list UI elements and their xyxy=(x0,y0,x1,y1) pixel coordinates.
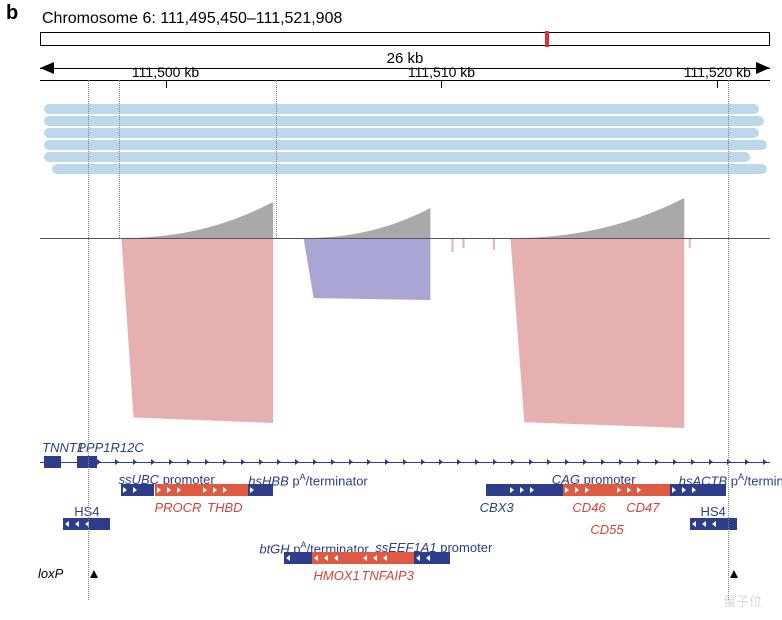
gene-annotation-track: TNNT1PPP1R12CssUBC promoterhsHBB pA/term… xyxy=(0,0,782,620)
gene-feature-block xyxy=(361,552,413,564)
direction-chevrons xyxy=(361,552,413,564)
direction-chevrons xyxy=(563,484,615,496)
gene-feature-block xyxy=(508,484,563,496)
gene-label: THBD xyxy=(207,500,242,515)
gene-label: CD55 xyxy=(590,522,623,537)
gene-feature-block xyxy=(563,484,615,496)
region-guide-line xyxy=(88,80,89,600)
gene-feature-block xyxy=(121,484,154,496)
gene-feature-block xyxy=(155,484,202,496)
gene-feature-block xyxy=(44,456,61,468)
region-guide-line xyxy=(276,80,277,238)
gene-feature-block xyxy=(615,484,670,496)
direction-chevrons xyxy=(670,484,725,496)
gene-feature-block xyxy=(414,552,450,564)
loxp-triangle xyxy=(730,570,738,578)
direction-chevrons xyxy=(155,484,202,496)
gene-label: HS4 xyxy=(701,504,726,519)
direction-chevrons xyxy=(508,484,563,496)
gene-label: CBX3 xyxy=(480,500,514,515)
gene-feature-block xyxy=(284,552,312,564)
gene-label: TNFAIP3 xyxy=(361,568,414,583)
direction-chevrons xyxy=(121,484,154,496)
direction-chevrons xyxy=(201,484,248,496)
gene-feature-block xyxy=(312,552,362,564)
region-guide-line xyxy=(728,80,729,600)
gene-feature-block xyxy=(201,484,248,496)
direction-chevrons xyxy=(312,552,362,564)
direction-chevrons xyxy=(615,484,670,496)
gene-feature-block xyxy=(690,518,737,530)
region-guide-line xyxy=(119,80,120,238)
axis-direction-chevrons xyxy=(97,459,767,465)
gene-label: HS4 xyxy=(74,504,99,519)
direction-chevrons xyxy=(284,552,312,564)
gene-feature-block xyxy=(248,484,273,496)
gene-label: PPP1R12C xyxy=(77,440,143,455)
direction-chevrons xyxy=(690,518,737,530)
gene-label: CD47 xyxy=(626,500,659,515)
direction-chevrons xyxy=(63,518,110,530)
loxp-triangle xyxy=(90,570,98,578)
direction-chevrons xyxy=(414,552,450,564)
gene-label: CD46 xyxy=(572,500,605,515)
direction-chevrons xyxy=(248,484,273,496)
gene-feature-block xyxy=(486,484,508,496)
gene-label: PROCR xyxy=(154,500,201,515)
gene-label: HMOX1 xyxy=(313,568,359,583)
gene-feature-block xyxy=(63,518,110,530)
gene-feature-block xyxy=(77,456,96,468)
loxp-label: loxP xyxy=(38,566,63,581)
gene-feature-block xyxy=(670,484,725,496)
